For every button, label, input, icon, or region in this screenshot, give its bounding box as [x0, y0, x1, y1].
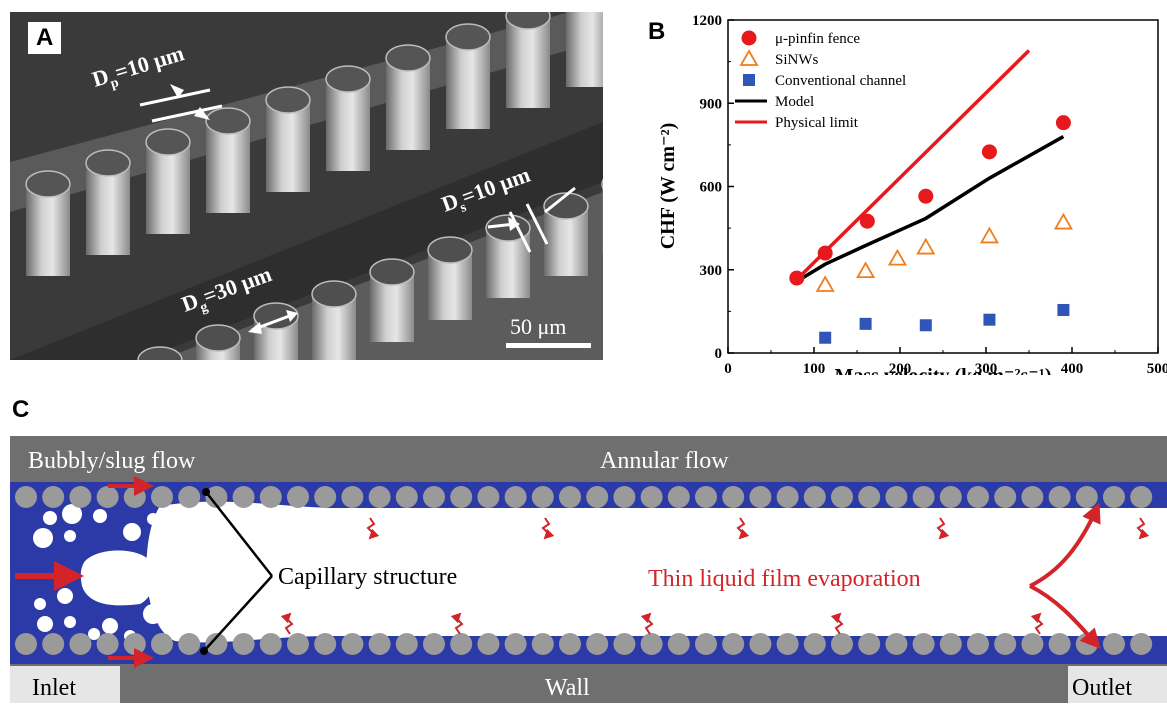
evaporation-squiggles — [280, 517, 1150, 635]
plot-frame — [727, 19, 1159, 354]
x-tick-label: 500 — [1147, 361, 1167, 375]
bubbly-slug-label: Bubbly/slug flow — [28, 448, 196, 474]
vapor-core — [146, 501, 1167, 643]
sem-image-panel: Dp=10 μm Ds=10 μm Dg=30 μm 50 μm A — [10, 0, 647, 430]
panel-a-letter: A — [28, 22, 62, 54]
y-axis-label: CHF (W cm⁻²) — [657, 123, 679, 250]
legend-label: μ-pinfin fence — [775, 31, 860, 47]
outlet-arrows — [1029, 502, 1101, 649]
dp-label: D — [89, 63, 112, 92]
evaporation-label: Thin liquid film evaporation — [648, 566, 921, 592]
y-tick-label: 900 — [700, 96, 723, 112]
legend-label: Conventional channel — [775, 73, 906, 89]
y-tick-label: 0 — [715, 346, 723, 362]
x-tick-label: 400 — [1061, 361, 1084, 375]
data-point — [819, 331, 832, 344]
data-point — [1055, 115, 1071, 131]
scale-bar — [506, 343, 591, 348]
legend-swatch — [739, 49, 759, 66]
inlet-box — [10, 666, 120, 703]
chf-chart: 0 100 200 300 400 500 0 300 600 900 1200 μ-pinfin … — [657, 13, 1167, 387]
x-tick-label: 0 — [724, 361, 732, 375]
y-tick-label: 1200 — [692, 13, 722, 29]
data-point — [815, 275, 835, 292]
y-tick-label: 300 — [700, 263, 723, 279]
chart-legend: μ-pinfin fence SiNWs Conventional channel M… — [735, 30, 906, 131]
data-point — [856, 261, 876, 279]
wall-label: Wall — [545, 675, 590, 701]
capillary-structure-label: Capillary structure — [278, 564, 457, 590]
data-point — [817, 245, 833, 261]
flow-schematic: Bubbly/slug flow Annular flow Capillary … — [10, 436, 1167, 703]
sem-micrograph: Dp=10 μm Ds=10 μm Dg=30 μm 50 μm — [10, 0, 647, 430]
y-tick-label: 600 — [700, 180, 723, 196]
data-point — [887, 248, 907, 266]
data-point — [1057, 303, 1070, 316]
inlet-arrows — [15, 476, 154, 668]
legend-label: Physical limit — [775, 115, 859, 131]
x-tick-label: 200 — [889, 361, 912, 375]
data-point — [789, 270, 805, 286]
data-point — [1053, 212, 1073, 230]
data-point — [981, 144, 997, 160]
data-point — [859, 213, 875, 229]
scale-bar-label: 50 μm — [510, 314, 566, 339]
x-tick-label: 100 — [803, 361, 826, 375]
capillary-pointer — [200, 488, 273, 655]
outlet-label: Outlet — [1072, 675, 1132, 701]
data-point — [919, 319, 932, 332]
x-axis-label: Mass velocity (kg m⁻²s⁻¹) — [835, 365, 1052, 375]
chf-chart-panel: 0 100 200 300 400 500 0 300 600 900 1200 μ-pinfin … — [640, 10, 1167, 387]
bottom-wall — [10, 664, 1167, 703]
panel-c-letter: C — [12, 396, 30, 423]
annular-flow-label: Annular flow — [600, 448, 729, 474]
data-point — [983, 313, 996, 326]
series-line-physical-limit — [795, 49, 1031, 281]
inlet-label: Inlet — [32, 675, 76, 701]
top-capillary-pins — [15, 486, 1153, 508]
bottom-capillary-pins — [15, 633, 1153, 655]
legend-swatch — [743, 74, 755, 86]
data-point — [916, 237, 936, 255]
outlet-box — [1068, 666, 1167, 703]
slug-bubble — [80, 550, 155, 606]
data-point — [859, 317, 872, 330]
legend-label: Model — [775, 94, 814, 110]
upper-pillar-row — [25, 0, 610, 276]
legend-label: SiNWs — [775, 52, 819, 68]
small-bubbles — [33, 504, 163, 642]
series-line-model — [795, 135, 1065, 283]
data-point — [979, 226, 999, 244]
top-wall — [10, 436, 1167, 482]
flow-schematic-panel: Bubbly/slug flow Annular flow Capillary … — [10, 436, 1167, 703]
data-point — [918, 188, 934, 204]
x-tick-label: 300 — [975, 361, 998, 375]
legend-swatch — [741, 30, 757, 46]
panel-b-letter: B — [648, 18, 666, 45]
